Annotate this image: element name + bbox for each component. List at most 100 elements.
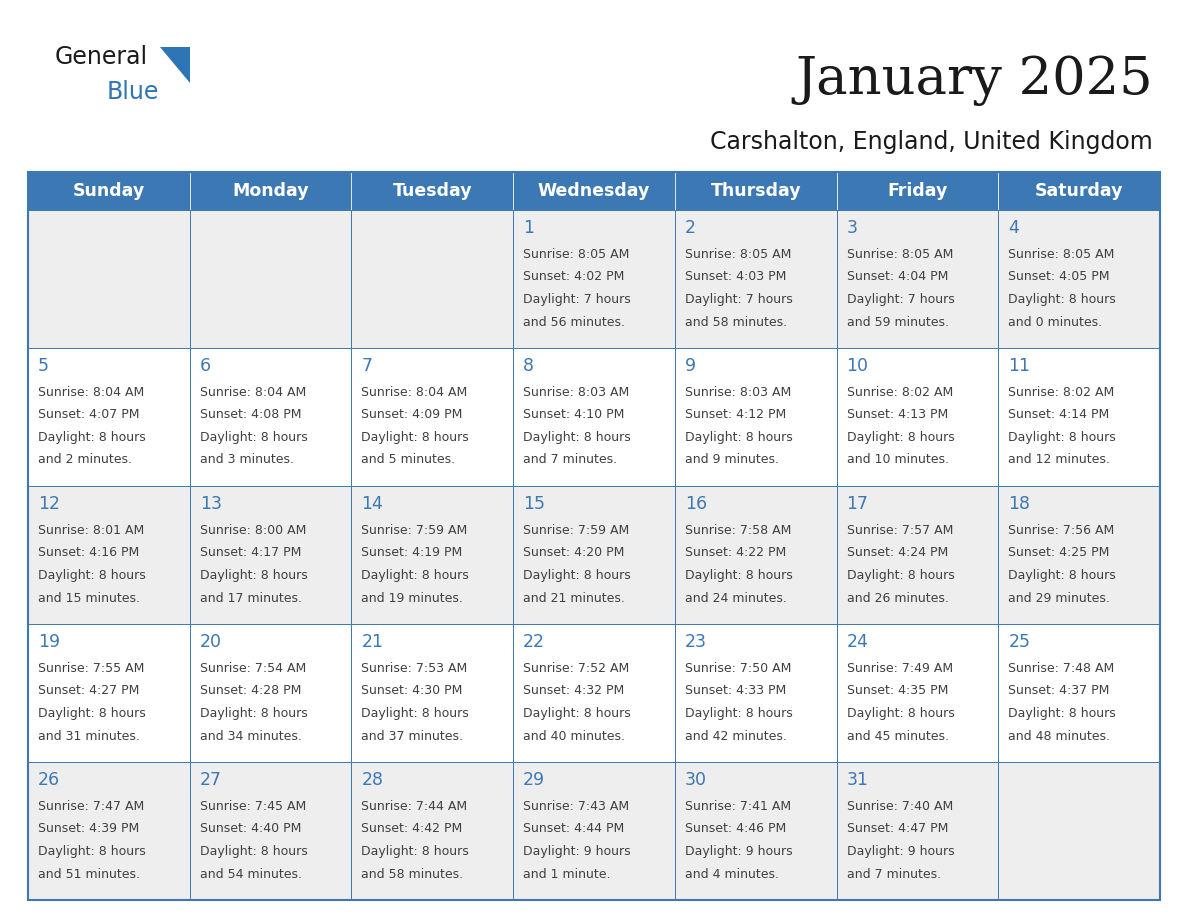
- Bar: [513, 348, 675, 486]
- Text: and 9 minutes.: and 9 minutes.: [684, 453, 779, 466]
- Text: Daylight: 9 hours: Daylight: 9 hours: [847, 845, 954, 858]
- Text: 28: 28: [361, 771, 384, 789]
- Text: Monday: Monday: [233, 182, 309, 200]
- Text: Daylight: 8 hours: Daylight: 8 hours: [684, 707, 792, 720]
- Bar: [29, 172, 1159, 900]
- Text: Sunrise: 7:52 AM: Sunrise: 7:52 AM: [523, 662, 630, 675]
- Bar: [29, 762, 190, 900]
- Text: Sunset: 4:24 PM: Sunset: 4:24 PM: [847, 546, 948, 559]
- Text: Daylight: 8 hours: Daylight: 8 hours: [200, 569, 308, 582]
- Text: Sunrise: 8:04 AM: Sunrise: 8:04 AM: [200, 386, 307, 399]
- Text: Sunrise: 8:02 AM: Sunrise: 8:02 AM: [1009, 386, 1114, 399]
- Bar: [190, 210, 352, 348]
- Text: Daylight: 8 hours: Daylight: 8 hours: [361, 707, 469, 720]
- Text: 5: 5: [38, 357, 49, 375]
- Text: and 10 minutes.: and 10 minutes.: [847, 453, 948, 466]
- Bar: [190, 762, 352, 900]
- Text: and 42 minutes.: and 42 minutes.: [684, 730, 786, 743]
- Text: Friday: Friday: [887, 182, 948, 200]
- Text: and 4 minutes.: and 4 minutes.: [684, 868, 779, 880]
- Text: and 7 minutes.: and 7 minutes.: [847, 868, 941, 880]
- Text: Sunset: 4:17 PM: Sunset: 4:17 PM: [200, 546, 301, 559]
- Text: Daylight: 7 hours: Daylight: 7 hours: [523, 293, 631, 306]
- Text: 30: 30: [684, 771, 707, 789]
- Text: Daylight: 8 hours: Daylight: 8 hours: [847, 569, 954, 582]
- Text: Sunset: 4:25 PM: Sunset: 4:25 PM: [1009, 546, 1110, 559]
- Text: Sunrise: 8:05 AM: Sunrise: 8:05 AM: [684, 248, 791, 261]
- Bar: [190, 348, 352, 486]
- Text: 25: 25: [1009, 633, 1030, 651]
- Text: Sunrise: 7:53 AM: Sunrise: 7:53 AM: [361, 662, 468, 675]
- Text: Sunrise: 7:55 AM: Sunrise: 7:55 AM: [38, 662, 145, 675]
- Text: Sunrise: 7:43 AM: Sunrise: 7:43 AM: [523, 800, 630, 813]
- Text: Sunrise: 7:40 AM: Sunrise: 7:40 AM: [847, 800, 953, 813]
- Text: Daylight: 8 hours: Daylight: 8 hours: [523, 431, 631, 444]
- Text: Daylight: 8 hours: Daylight: 8 hours: [684, 569, 792, 582]
- Bar: [675, 172, 836, 210]
- Text: and 19 minutes.: and 19 minutes.: [361, 591, 463, 604]
- Text: 2: 2: [684, 219, 696, 237]
- Text: and 2 minutes.: and 2 minutes.: [38, 453, 132, 466]
- Bar: [998, 172, 1159, 210]
- Text: Sunset: 4:07 PM: Sunset: 4:07 PM: [38, 409, 139, 421]
- Text: Daylight: 8 hours: Daylight: 8 hours: [684, 431, 792, 444]
- Bar: [836, 762, 998, 900]
- Text: Wednesday: Wednesday: [538, 182, 650, 200]
- Text: and 29 minutes.: and 29 minutes.: [1009, 591, 1110, 604]
- Bar: [513, 486, 675, 624]
- Text: and 7 minutes.: and 7 minutes.: [523, 453, 618, 466]
- Text: Daylight: 8 hours: Daylight: 8 hours: [361, 569, 469, 582]
- Text: and 54 minutes.: and 54 minutes.: [200, 868, 302, 880]
- Text: 10: 10: [847, 357, 868, 375]
- Text: Sunrise: 7:47 AM: Sunrise: 7:47 AM: [38, 800, 144, 813]
- Text: 14: 14: [361, 495, 384, 513]
- Text: and 15 minutes.: and 15 minutes.: [38, 591, 140, 604]
- Text: Sunset: 4:33 PM: Sunset: 4:33 PM: [684, 685, 786, 698]
- Text: Daylight: 8 hours: Daylight: 8 hours: [1009, 707, 1116, 720]
- Text: Daylight: 8 hours: Daylight: 8 hours: [847, 431, 954, 444]
- Bar: [675, 210, 836, 348]
- Text: and 1 minute.: and 1 minute.: [523, 868, 611, 880]
- Text: 6: 6: [200, 357, 210, 375]
- Text: and 45 minutes.: and 45 minutes.: [847, 730, 948, 743]
- Text: Sunset: 4:10 PM: Sunset: 4:10 PM: [523, 409, 625, 421]
- Text: Sunset: 4:16 PM: Sunset: 4:16 PM: [38, 546, 139, 559]
- Text: Sunset: 4:09 PM: Sunset: 4:09 PM: [361, 409, 463, 421]
- Text: 8: 8: [523, 357, 535, 375]
- Text: Daylight: 8 hours: Daylight: 8 hours: [200, 707, 308, 720]
- Text: Sunrise: 8:05 AM: Sunrise: 8:05 AM: [1009, 248, 1114, 261]
- Text: Daylight: 8 hours: Daylight: 8 hours: [1009, 431, 1116, 444]
- Text: 26: 26: [38, 771, 61, 789]
- Text: 27: 27: [200, 771, 222, 789]
- Bar: [513, 624, 675, 762]
- Text: Sunset: 4:28 PM: Sunset: 4:28 PM: [200, 685, 301, 698]
- Bar: [352, 762, 513, 900]
- Text: Sunset: 4:37 PM: Sunset: 4:37 PM: [1009, 685, 1110, 698]
- Bar: [998, 762, 1159, 900]
- Text: Sunset: 4:40 PM: Sunset: 4:40 PM: [200, 823, 301, 835]
- Text: 29: 29: [523, 771, 545, 789]
- Text: Daylight: 9 hours: Daylight: 9 hours: [684, 845, 792, 858]
- Text: Blue: Blue: [107, 80, 159, 104]
- Text: Sunrise: 8:04 AM: Sunrise: 8:04 AM: [38, 386, 144, 399]
- Text: Sunrise: 7:41 AM: Sunrise: 7:41 AM: [684, 800, 791, 813]
- Text: and 24 minutes.: and 24 minutes.: [684, 591, 786, 604]
- Text: Sunset: 4:32 PM: Sunset: 4:32 PM: [523, 685, 625, 698]
- Bar: [352, 172, 513, 210]
- Text: Daylight: 8 hours: Daylight: 8 hours: [523, 569, 631, 582]
- Polygon shape: [160, 47, 190, 83]
- Text: 4: 4: [1009, 219, 1019, 237]
- Bar: [29, 624, 190, 762]
- Text: January 2025: January 2025: [795, 55, 1154, 106]
- Text: Sunrise: 8:02 AM: Sunrise: 8:02 AM: [847, 386, 953, 399]
- Text: and 26 minutes.: and 26 minutes.: [847, 591, 948, 604]
- Text: and 40 minutes.: and 40 minutes.: [523, 730, 625, 743]
- Text: 13: 13: [200, 495, 222, 513]
- Text: and 56 minutes.: and 56 minutes.: [523, 316, 625, 329]
- Text: 7: 7: [361, 357, 372, 375]
- Bar: [190, 172, 352, 210]
- Bar: [29, 172, 190, 210]
- Text: Sunrise: 8:03 AM: Sunrise: 8:03 AM: [523, 386, 630, 399]
- Bar: [998, 210, 1159, 348]
- Text: and 48 minutes.: and 48 minutes.: [1009, 730, 1111, 743]
